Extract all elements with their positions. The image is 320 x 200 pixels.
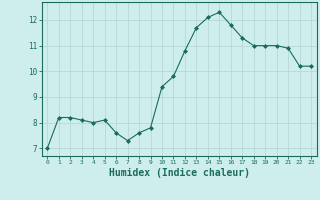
X-axis label: Humidex (Indice chaleur): Humidex (Indice chaleur) (109, 168, 250, 178)
